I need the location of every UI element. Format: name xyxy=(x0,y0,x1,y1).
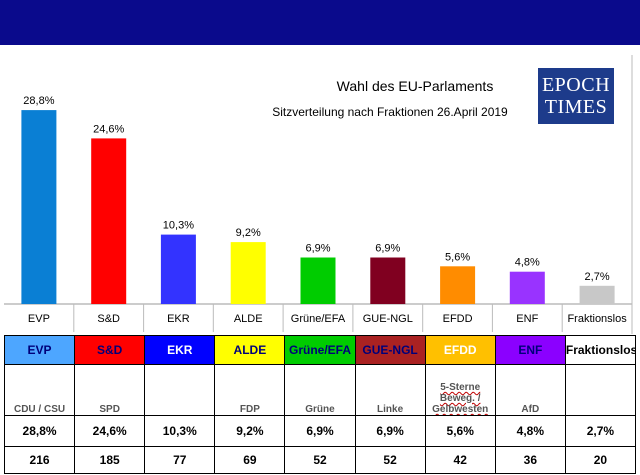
seats-row: 216 185 77 69 52 52 42 36 20 xyxy=(3,446,637,474)
national-party-cell xyxy=(144,364,216,416)
seats-cell: 52 xyxy=(284,446,356,474)
seats-cell: 77 xyxy=(144,446,216,474)
tick-label-4: Grüne/EFA xyxy=(291,313,346,325)
data-label-5: 6,9% xyxy=(375,243,400,255)
chart-subtitle: Sitzverteilung nach Fraktionen 26.April … xyxy=(272,105,508,119)
national-party-row: CDU / CSU SPD FDP Grüne Linke 5-Sterne Beweg.… xyxy=(3,364,637,416)
tick-label-8: Fraktionslos xyxy=(567,313,627,325)
logo-line-2: TIMES xyxy=(544,96,608,118)
national-party-cell: 5-Sterne Beweg. / Gelbwesten xyxy=(424,364,496,416)
epoch-times-logo: EPOCH TIMES xyxy=(538,68,614,124)
faction-header-cell: S&D xyxy=(74,335,146,365)
data-label-7: 4,8% xyxy=(515,257,540,269)
data-label-0: 28,8% xyxy=(23,95,54,107)
percentage-cell: 9,2% xyxy=(214,415,286,447)
bar-7 xyxy=(509,271,545,304)
tick-label-6: EFDD xyxy=(443,313,473,325)
faction-header-cell: ENF xyxy=(494,335,566,365)
percentage-cell: 24,6% xyxy=(74,415,146,447)
percentage-cell: 4,8% xyxy=(494,415,566,447)
faction-header-cell: GUE-NGL xyxy=(354,335,426,365)
bar-5 xyxy=(370,257,406,304)
top-banner xyxy=(0,0,640,45)
data-label-8: 2,7% xyxy=(585,271,610,283)
bar-8 xyxy=(579,285,615,304)
bar-chart: 28,8% EVP 24,6% S&D 10,3% EKR 9,2% ALDE 6,9% Grün… xyxy=(4,55,633,334)
bar-2 xyxy=(160,234,196,304)
bar-6 xyxy=(440,266,476,304)
seats-cell: 69 xyxy=(214,446,286,474)
percentage-cell: 6,9% xyxy=(284,415,356,447)
seats-cell: 52 xyxy=(354,446,426,474)
faction-header-cell: Fraktionslos xyxy=(564,335,637,365)
bar-1 xyxy=(91,138,127,304)
national-party-cell: AfD xyxy=(494,364,566,416)
national-party-cell: Grüne xyxy=(284,364,356,416)
bar-4 xyxy=(300,257,336,304)
national-party-cell: CDU / CSU xyxy=(3,364,76,416)
tick-label-0: EVP xyxy=(28,313,50,325)
data-label-4: 6,9% xyxy=(305,243,330,255)
data-label-6: 5,6% xyxy=(445,251,470,263)
faction-header-cell: ALDE xyxy=(214,335,286,365)
tick-label-1: S&D xyxy=(97,313,120,325)
national-party-cell xyxy=(564,364,637,416)
national-party-cell: SPD xyxy=(74,364,146,416)
logo-line-1: EPOCH xyxy=(541,74,611,96)
faction-header-cell: EVP xyxy=(3,335,76,365)
percentage-cell: 5,6% xyxy=(424,415,496,447)
faction-header-cell: Grüne/EFA xyxy=(284,335,356,365)
national-party-cell: FDP xyxy=(214,364,286,416)
bar-3 xyxy=(230,242,266,304)
seats-cell: 185 xyxy=(74,446,146,474)
chart-title: Wahl des EU-Parlaments xyxy=(336,78,494,94)
percentage-cell: 2,7% xyxy=(564,415,637,447)
tick-label-7: ENF xyxy=(516,313,538,325)
percentage-cell: 6,9% xyxy=(354,415,426,447)
percentage-row: 28,8% 24,6% 10,3% 9,2% 6,9% 6,9% 5,6% 4,8% 2,7% xyxy=(3,415,637,447)
faction-header-cell: EFDD xyxy=(424,335,496,365)
data-label-1: 24,6% xyxy=(93,123,124,135)
seats-cell: 20 xyxy=(564,446,637,474)
tick-label-3: ALDE xyxy=(234,313,263,325)
faction-header-row: EVP S&D EKR ALDE Grüne/EFA GUE-NGL EFDD ENF Frak… xyxy=(3,335,637,365)
seats-cell: 36 xyxy=(494,446,566,474)
percentage-cell: 28,8% xyxy=(3,415,76,447)
data-label-3: 9,2% xyxy=(236,227,261,239)
tick-label-2: EKR xyxy=(167,313,190,325)
national-party-cell: Linke xyxy=(354,364,426,416)
percentage-cell: 10,3% xyxy=(144,415,216,447)
results-table: EVP S&D EKR ALDE Grüne/EFA GUE-NGL EFDD ENF Frak… xyxy=(3,335,637,474)
faction-header-cell: EKR xyxy=(144,335,216,365)
seats-cell: 42 xyxy=(424,446,496,474)
seats-cell: 216 xyxy=(3,446,76,474)
tick-label-5: GUE-NGL xyxy=(363,313,413,325)
data-label-2: 10,3% xyxy=(163,220,194,232)
bar-0 xyxy=(21,110,57,304)
